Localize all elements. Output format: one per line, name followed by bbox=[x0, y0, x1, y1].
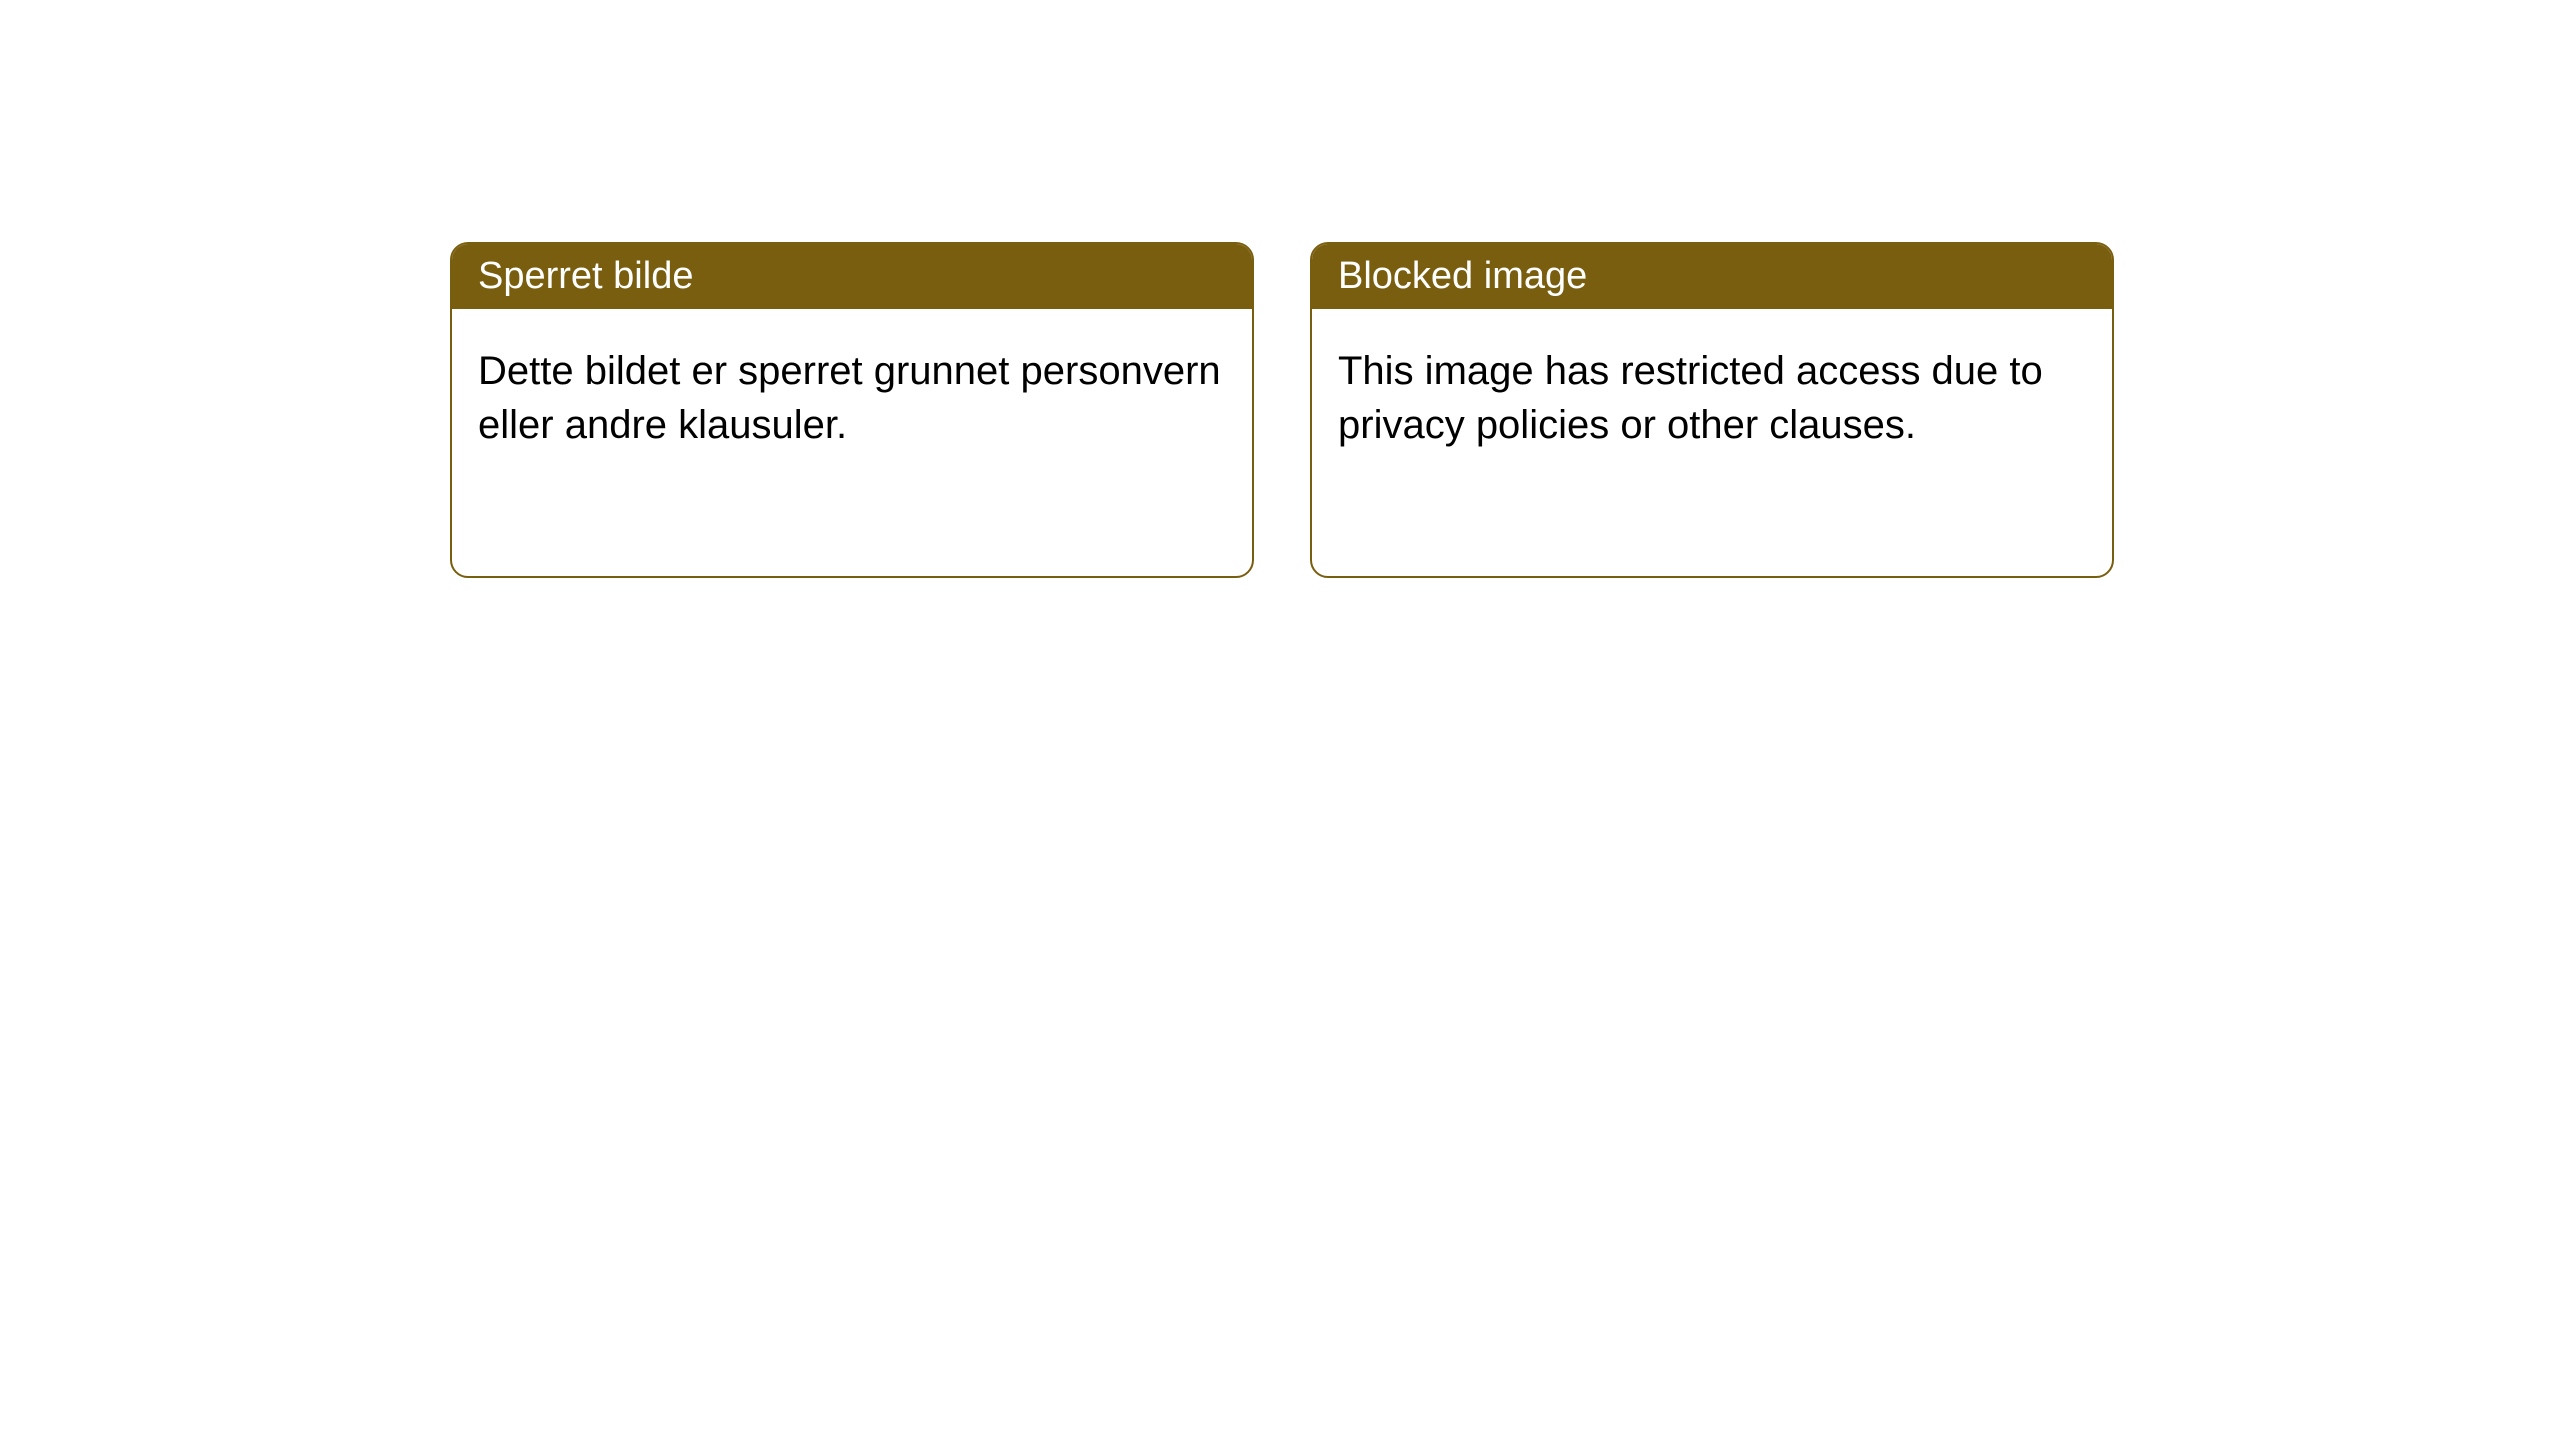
notice-card-english: Blocked image This image has restricted … bbox=[1310, 242, 2114, 578]
notice-cards-container: Sperret bilde Dette bildet er sperret gr… bbox=[0, 0, 2560, 578]
notice-card-title: Sperret bilde bbox=[478, 255, 693, 297]
notice-card-message: Dette bildet er sperret grunnet personve… bbox=[478, 349, 1221, 447]
notice-card-title: Blocked image bbox=[1338, 255, 1587, 297]
notice-card-body: Dette bildet er sperret grunnet personve… bbox=[452, 309, 1252, 487]
notice-card-body: This image has restricted access due to … bbox=[1312, 309, 2112, 487]
notice-card-header: Blocked image bbox=[1312, 244, 2112, 309]
notice-card-header: Sperret bilde bbox=[452, 244, 1252, 309]
notice-card-norwegian: Sperret bilde Dette bildet er sperret gr… bbox=[450, 242, 1254, 578]
notice-card-message: This image has restricted access due to … bbox=[1338, 349, 2043, 447]
